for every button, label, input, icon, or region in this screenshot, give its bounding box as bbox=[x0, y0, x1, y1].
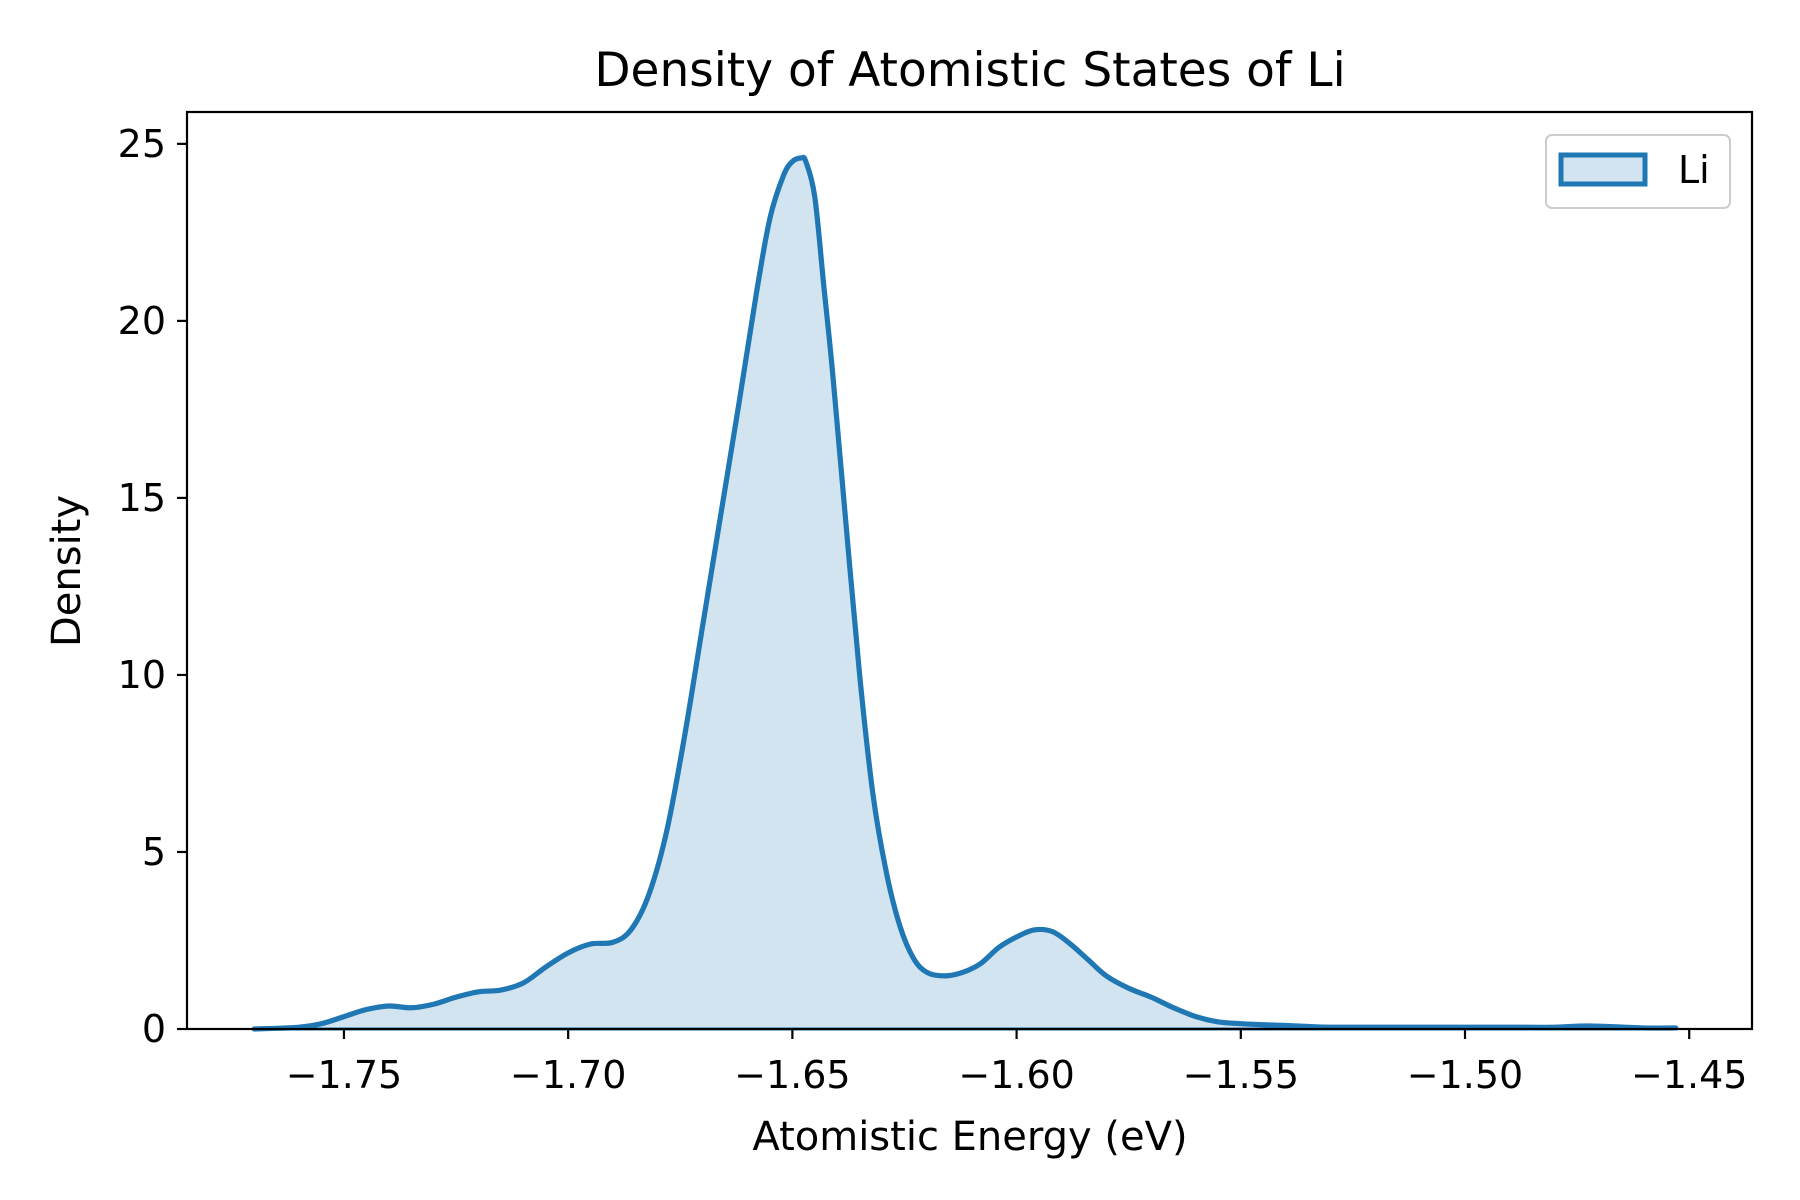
legend: Li bbox=[1545, 134, 1731, 209]
chart-title: Density of Atomistic States of Li bbox=[594, 43, 1345, 98]
y-tick-label: 0 bbox=[142, 1007, 166, 1051]
axes-frame bbox=[185, 110, 1754, 1031]
y-axis-label: Density bbox=[44, 495, 90, 647]
legend-label-li: Li bbox=[1678, 148, 1710, 192]
y-tick-label: 5 bbox=[142, 830, 166, 874]
x-tick-label: −1.55 bbox=[1183, 1053, 1299, 1097]
y-tick-label: 15 bbox=[118, 476, 166, 520]
density-curve-line bbox=[251, 154, 1679, 1032]
x-tick-label: −1.75 bbox=[286, 1053, 402, 1097]
x-axis-ticks: −1.75 −1.70 −1.65 −1.60 −1.55 −1.50 −1.45 bbox=[286, 1029, 1747, 1097]
y-axis-ticks: 0 5 10 15 20 25 bbox=[118, 122, 187, 1051]
x-tick-label: −1.70 bbox=[510, 1053, 626, 1097]
y-tick-label: 20 bbox=[118, 299, 166, 343]
legend-swatch-li bbox=[1558, 152, 1648, 187]
x-tick-label: −1.50 bbox=[1407, 1053, 1523, 1097]
y-tick-label: 25 bbox=[118, 122, 166, 166]
x-tick-label: −1.45 bbox=[1631, 1053, 1747, 1097]
x-axis-label: Atomistic Energy (eV) bbox=[752, 1114, 1187, 1160]
x-tick-label: −1.65 bbox=[734, 1053, 850, 1097]
x-tick-label: −1.60 bbox=[958, 1053, 1074, 1097]
y-tick-label: 10 bbox=[118, 653, 166, 697]
